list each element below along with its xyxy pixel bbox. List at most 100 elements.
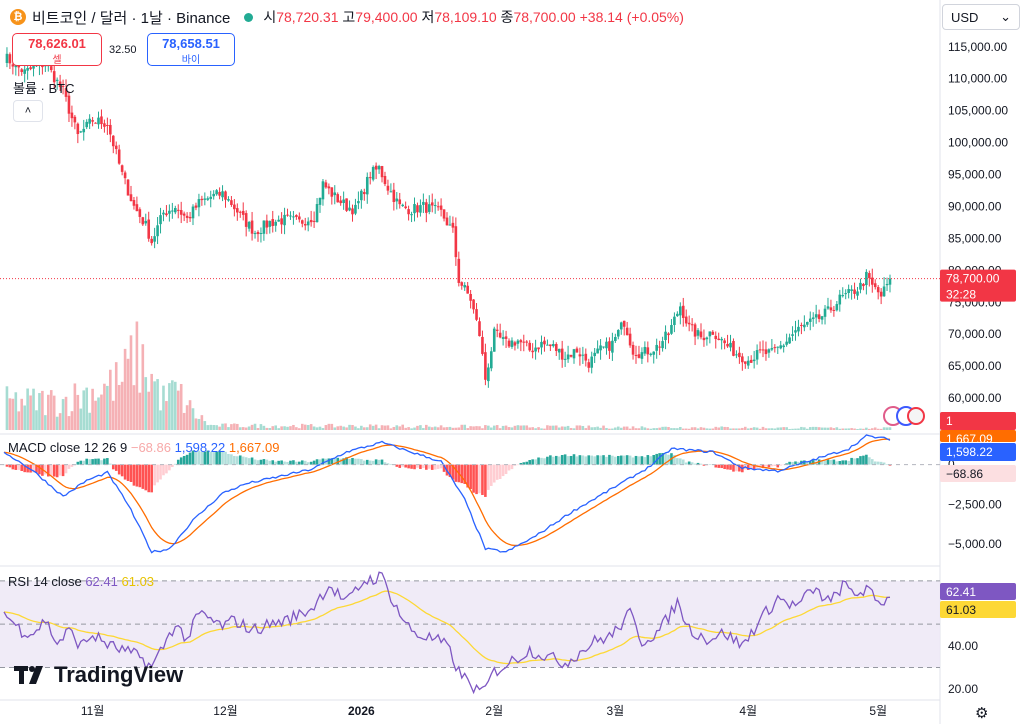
macd-histogram-bar — [330, 458, 334, 465]
volume-bar — [404, 427, 407, 430]
volume-bar — [49, 390, 53, 430]
macd-histogram-bar — [625, 455, 629, 465]
candle-body — [185, 215, 189, 218]
volume-bar — [141, 344, 145, 430]
currency-select[interactable]: USD ⌄ — [942, 4, 1020, 30]
macd-histogram-bar — [286, 461, 289, 465]
macd-histogram-bar — [865, 454, 868, 465]
candle-body — [684, 316, 688, 324]
macd-signal-tag: 1,667.09 — [946, 432, 993, 446]
volume-bar — [236, 423, 239, 430]
macd-histogram-bar — [543, 458, 546, 465]
tradingview-wordmark: TradingView — [54, 662, 184, 687]
volume-bar — [413, 427, 416, 430]
volume-bar — [333, 427, 337, 430]
rsi-value: 62.41 — [85, 574, 118, 589]
volume-bar — [693, 427, 697, 430]
macd-legend[interactable]: MACD close 12 26 9 −68.86 1,598.22 1,667… — [8, 440, 279, 455]
volume-bar — [357, 428, 360, 430]
volume-bar — [194, 418, 198, 430]
macd-histogram-bar — [368, 460, 372, 465]
buy-button[interactable]: 78,658.51 바이 — [147, 33, 235, 66]
countdown-label: 32:28 — [946, 288, 976, 302]
macd-histogram-bar — [868, 457, 871, 465]
macd-tick-label: −2,500.00 — [948, 497, 1002, 511]
volume-bar — [850, 428, 853, 430]
candle-body — [870, 277, 874, 285]
macd-histogram-bar — [345, 457, 348, 465]
macd-histogram-bar — [371, 460, 375, 465]
currency-value: USD — [951, 9, 979, 25]
macd-histogram-bar — [862, 455, 865, 465]
candle-body — [348, 207, 351, 211]
tradingview-logo[interactable]: TradingView — [14, 662, 183, 688]
macd-histogram-bar — [280, 460, 283, 465]
candle-body — [271, 219, 275, 226]
macd-histogram-bar — [277, 460, 280, 465]
candle-body — [70, 112, 74, 119]
macd-histogram-bar — [144, 464, 148, 491]
candle-body — [79, 131, 83, 133]
candle-body — [743, 361, 747, 364]
macd-histogram-bar — [197, 450, 201, 465]
volume-bar — [525, 425, 529, 430]
macd-histogram-bar — [735, 464, 738, 472]
candle-body — [206, 198, 210, 200]
volume-bar — [97, 397, 100, 430]
rsi-legend[interactable]: RSI 14 close 62.41 61.03 — [8, 574, 154, 589]
volume-bar — [126, 358, 130, 430]
candle-body — [868, 273, 871, 279]
volume-legend[interactable]: 볼륨 · BTC — [13, 81, 75, 96]
candle-body — [690, 324, 694, 326]
volume-bar — [268, 427, 272, 430]
candle-body — [427, 204, 431, 212]
candle-body — [593, 352, 596, 357]
macd-signal-tag-bg — [940, 430, 1016, 442]
volume-bar — [808, 427, 812, 430]
macd-histogram-bar — [268, 460, 272, 465]
macd-histogram-bar — [176, 459, 180, 465]
candle-body — [345, 198, 348, 211]
symbol-title[interactable]: 비트코인 / 달러 · 1날 · Binance — [32, 9, 231, 27]
candle-body — [708, 331, 712, 337]
candle-body — [746, 360, 750, 366]
macd-histogram-bar — [156, 464, 159, 483]
rsi-value-tag: 62.41 — [946, 585, 976, 599]
candle-body — [770, 348, 774, 350]
volume-bar — [218, 426, 221, 430]
gear-icon[interactable]: ⚙ — [975, 705, 989, 722]
volume-bar — [876, 428, 880, 430]
candle-body — [188, 216, 192, 219]
macd-histogram-bar — [386, 463, 390, 465]
volume-bar — [11, 398, 15, 430]
volume-bar — [847, 428, 850, 430]
macd-histogram-bar — [238, 455, 242, 465]
low-label: 저 — [421, 9, 435, 25]
candle-body — [566, 354, 570, 360]
volume-bar — [277, 428, 280, 430]
candle-body — [55, 79, 59, 82]
sell-button[interactable]: 78,626.01 셀 — [12, 33, 102, 66]
candle-body — [312, 220, 316, 222]
candle-body — [82, 128, 86, 133]
volume-bar — [841, 428, 845, 430]
volume-bar — [283, 426, 286, 430]
candle-body — [321, 181, 325, 200]
candle-body — [404, 206, 407, 209]
candle-body — [484, 352, 487, 380]
candle-body — [552, 344, 555, 347]
candle-body — [776, 346, 780, 348]
volume-bar — [253, 423, 257, 430]
candle-body — [436, 206, 440, 208]
macd-histogram-bar — [407, 464, 410, 469]
volume-bar — [123, 348, 127, 430]
volume-bar — [274, 425, 278, 430]
collapse-legend-button[interactable]: ˄ — [13, 100, 43, 122]
volume-bar — [625, 426, 629, 430]
macd-histogram-bar — [106, 458, 109, 465]
macd-histogram-bar — [448, 464, 452, 478]
macd-histogram-bar — [70, 464, 74, 467]
macd-hist-tag: −68.86 — [946, 467, 983, 481]
candle-body — [587, 362, 591, 368]
